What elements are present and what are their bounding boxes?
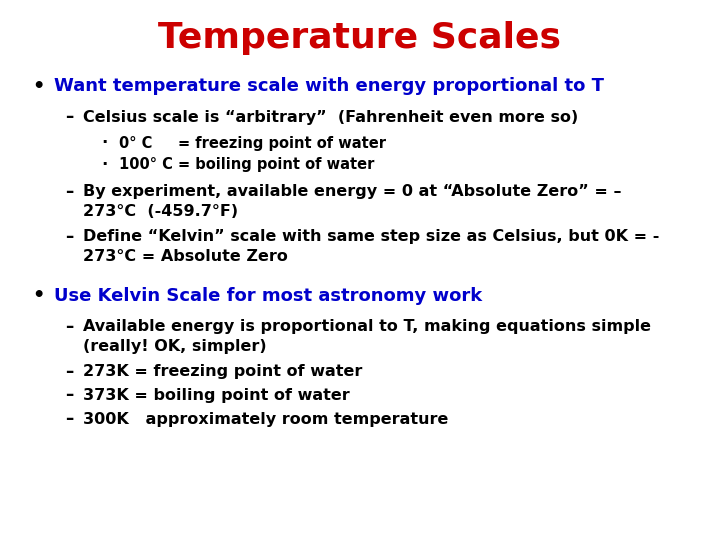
Text: •: • <box>32 77 45 96</box>
Text: Define “Kelvin” scale with same step size as Celsius, but 0K = -: Define “Kelvin” scale with same step siz… <box>83 229 660 244</box>
Text: •: • <box>32 286 45 306</box>
Text: Celsius scale is “arbitrary”  (Fahrenheit even more so): Celsius scale is “arbitrary” (Fahrenheit… <box>83 110 578 125</box>
Text: 300K   approximately room temperature: 300K approximately room temperature <box>83 411 448 427</box>
Text: –: – <box>65 108 73 126</box>
Text: By experiment, available energy = 0 at “Absolute Zero” = –: By experiment, available energy = 0 at “… <box>83 184 621 199</box>
Text: –: – <box>65 318 73 336</box>
Text: Use Kelvin Scale for most astronomy work: Use Kelvin Scale for most astronomy work <box>54 287 482 305</box>
Text: (really! OK, simpler): (really! OK, simpler) <box>83 339 266 354</box>
Text: 373K = boiling point of water: 373K = boiling point of water <box>83 388 349 403</box>
Text: Want temperature scale with energy proportional to T: Want temperature scale with energy propo… <box>54 77 604 96</box>
Text: –: – <box>65 362 73 381</box>
Text: 273K = freezing point of water: 273K = freezing point of water <box>83 364 362 379</box>
Text: –: – <box>65 227 73 246</box>
Text: 0° C     = freezing point of water: 0° C = freezing point of water <box>119 136 386 151</box>
Text: Temperature Scales: Temperature Scales <box>158 21 562 55</box>
Text: –: – <box>65 386 73 404</box>
Text: 273°C  (-459.7°F): 273°C (-459.7°F) <box>83 204 238 219</box>
Text: –: – <box>65 183 73 201</box>
Text: Available energy is proportional to T, making equations simple: Available energy is proportional to T, m… <box>83 319 651 334</box>
Text: ·: · <box>101 134 107 152</box>
Text: 100° C = boiling point of water: 100° C = boiling point of water <box>119 157 374 172</box>
Text: 273°C = Absolute Zero: 273°C = Absolute Zero <box>83 249 288 264</box>
Text: ·: · <box>101 156 107 174</box>
Text: –: – <box>65 410 73 428</box>
